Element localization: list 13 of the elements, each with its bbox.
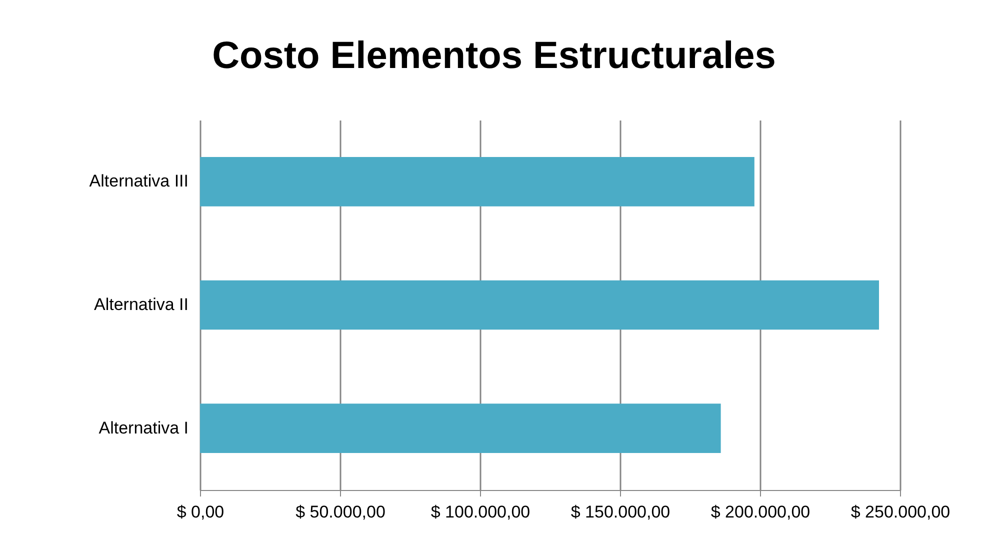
x-tick-label: $ 200.000,00	[710, 502, 810, 522]
y-tick-label: Alternativa I	[98, 418, 188, 438]
x-tick-label: $ 0,00	[176, 502, 224, 522]
bar	[200, 404, 721, 453]
x-tick-label: $ 250.000,00	[850, 502, 950, 522]
y-tick-label: Alternativa II	[94, 295, 188, 314]
y-tick-label: Alternativa III	[89, 172, 188, 191]
x-tick-label: $ 50.000,00	[296, 502, 386, 522]
bar	[200, 280, 879, 330]
bar	[200, 157, 754, 206]
chart-title: Costo Elementos Estructurales	[212, 35, 776, 77]
x-tick-label: $ 150.000,00	[570, 502, 670, 522]
x-tick-label: $ 100.000,00	[430, 502, 530, 522]
